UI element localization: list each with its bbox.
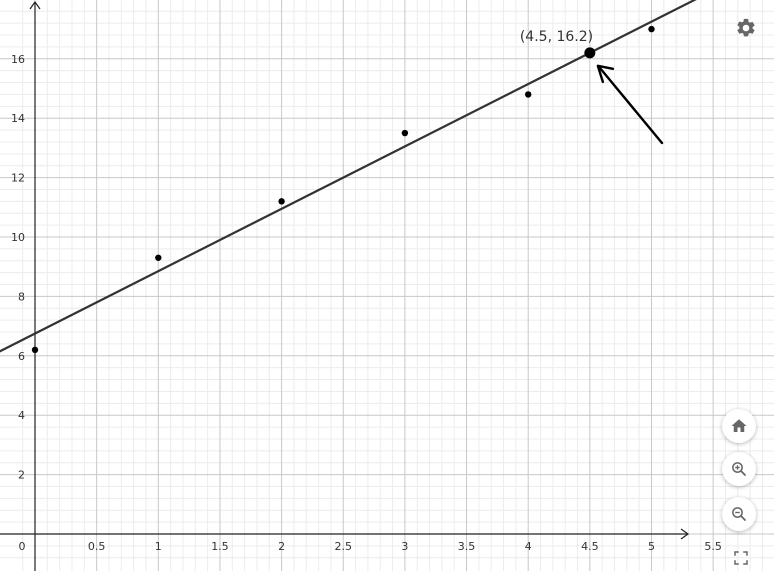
data-points-layer (31, 25, 655, 354)
x-axis-arrow (680, 528, 690, 540)
zoom-in-icon (732, 462, 746, 476)
x-tick-label: 0 (19, 540, 26, 553)
fullscreen-button[interactable] (729, 546, 753, 570)
x-tick-labels: 0 0.5 1 1.5 2 2.5 3 3.5 4 4.5 5 5.5 (19, 540, 722, 553)
gear-icon (737, 18, 755, 37)
highlight-point (584, 47, 596, 59)
settings-button[interactable] (732, 14, 760, 42)
zoom-out-button[interactable] (722, 497, 756, 531)
x-tick-label: 1 (155, 540, 162, 553)
regression-line-layer (0, 0, 697, 353)
home-icon (731, 419, 747, 432)
x-tick-label: 4.5 (581, 540, 599, 553)
zoom-out-icon (732, 507, 746, 521)
x-tick-label: 3.5 (458, 540, 476, 553)
axes (0, 0, 690, 571)
annotation-arrow-head (596, 64, 615, 84)
x-tick-label: 2.5 (335, 540, 353, 553)
y-tick-label: 6 (18, 350, 25, 363)
x-tick-label: 5 (648, 540, 655, 553)
x-tick-label: 0.5 (88, 540, 106, 553)
y-tick-label: 8 (18, 290, 25, 303)
y-tick-label: 16 (11, 53, 25, 66)
y-tick-label: 2 (18, 469, 25, 482)
y-tick-label: 14 (11, 112, 25, 125)
fullscreen-icon (734, 551, 748, 565)
y-tick-labels: 2 4 6 8 10 12 14 16 (11, 53, 25, 482)
home-button[interactable] (722, 409, 756, 443)
x-tick-label: 4 (525, 540, 532, 553)
y-tick-label: 12 (11, 172, 25, 185)
data-point (648, 25, 655, 33)
x-tick-label: 5.5 (704, 540, 722, 553)
annotation-layer (596, 64, 664, 145)
y-axis-arrow (29, 0, 41, 10)
data-point (525, 91, 532, 98)
y-tick-label: 4 (18, 409, 25, 422)
data-point (278, 198, 285, 205)
annotation-arrow-shaft (598, 66, 664, 145)
x-tick-label: 2 (278, 540, 285, 553)
regression-line (0, 0, 697, 353)
highlight-point-label: (4.5, 16.2) (520, 29, 593, 45)
x-tick-label: 1.5 (211, 540, 229, 553)
data-point (401, 129, 409, 137)
x-tick-label: 3 (401, 540, 408, 553)
zoom-in-button[interactable] (722, 452, 756, 486)
y-tick-label: 10 (11, 231, 25, 244)
highlight-layer: (4.5, 16.2) (520, 29, 596, 59)
data-point (155, 254, 162, 261)
data-point (31, 346, 39, 354)
